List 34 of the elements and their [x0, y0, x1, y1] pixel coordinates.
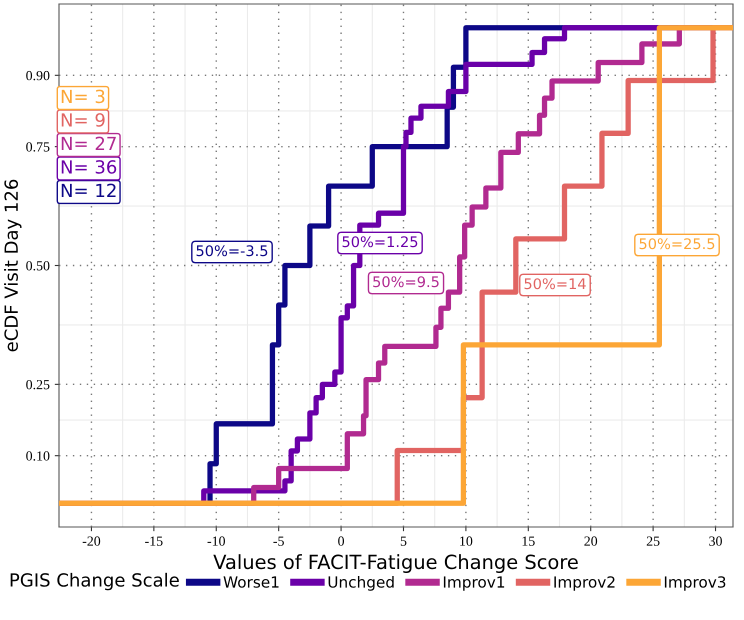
annotation: 50%=-3.5 — [196, 245, 268, 256]
x-tick-label: -5 — [273, 536, 284, 546]
annotation: N= 3 — [62, 90, 104, 104]
x-axis-title: Values of FACIT-Fatigue Change Score — [213, 554, 578, 573]
y-axis-title: eCDF Visit Day 126 — [4, 180, 22, 352]
annotation: N= 9 — [62, 113, 105, 127]
x-tick-label: 0 — [338, 536, 344, 546]
x-tick-label: -20 — [82, 536, 100, 546]
x-tick-label: -15 — [145, 536, 163, 546]
x-tick-label: 30 — [709, 536, 722, 546]
annotation: N= 36 — [62, 160, 116, 174]
x-tick-label: 5 — [400, 536, 406, 546]
legend-label: Unchged — [328, 576, 394, 591]
y-tick-label: 0.75 — [26, 142, 50, 152]
annotation: N= 27 — [62, 136, 116, 150]
x-tick-label: 10 — [460, 536, 472, 546]
y-tick-label: 0.10 — [26, 451, 50, 461]
legend-label: Worse1 — [224, 576, 279, 588]
annotation: 50%=25.5 — [640, 238, 714, 250]
annotation: 50%=1.25 — [342, 236, 418, 248]
x-tick-label: 20 — [584, 536, 598, 546]
legend-label: Improv2 — [554, 576, 614, 591]
y-tick-label: 0.90 — [26, 70, 50, 80]
y-tick-label: 0.25 — [26, 380, 50, 390]
annotation: 50%=9.5 — [373, 276, 439, 288]
legend-label: Improv3 — [664, 576, 726, 591]
x-tick-label: 25 — [646, 536, 660, 546]
annotation: N= 12 — [62, 184, 116, 197]
x-tick-label: -10 — [208, 536, 225, 546]
legend-title: PGIS Change Scale — [10, 572, 179, 590]
annotation: 50%=14 — [524, 278, 586, 290]
y-tick-label: 0.50 — [26, 261, 50, 271]
x-tick-label: 15 — [522, 536, 535, 546]
legend-label: Improv1 — [444, 576, 504, 591]
